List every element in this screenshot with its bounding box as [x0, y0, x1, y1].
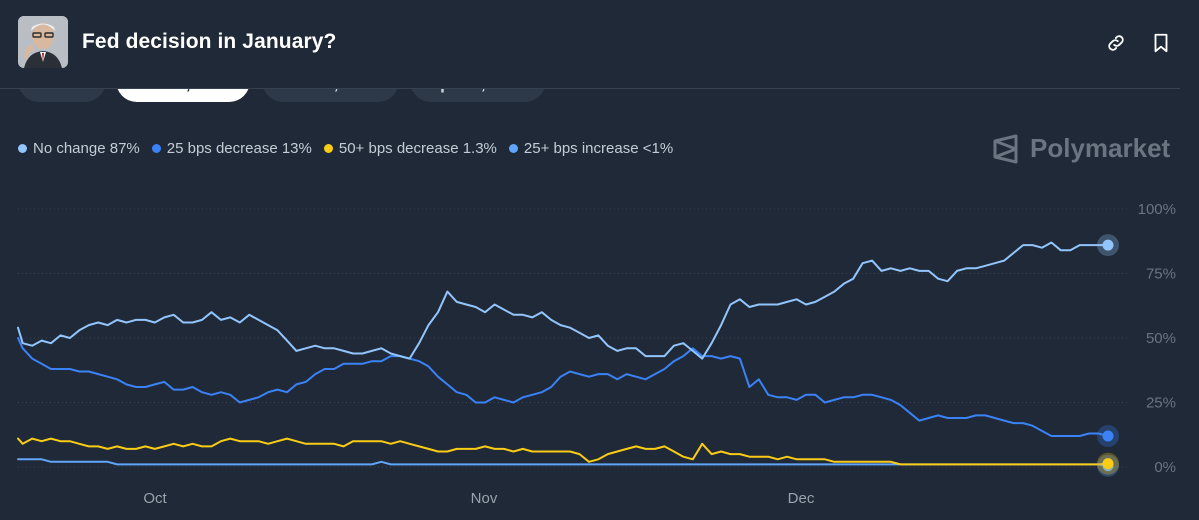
y-tick-label: 75% — [1146, 266, 1176, 283]
series-line-no-change — [17, 241, 1109, 360]
market-header: Fed decision in January? — [0, 0, 1199, 88]
x-tick-label: Dec — [788, 490, 815, 507]
link-icon — [1108, 35, 1124, 51]
brand-name: Polymarket — [1030, 133, 1171, 163]
polymarket-logo-icon — [993, 134, 1018, 163]
series-end-point — [1102, 430, 1114, 442]
chart-end-markers — [1097, 234, 1119, 477]
legend-dot — [151, 144, 161, 153]
copy-link-button[interactable] — [1103, 30, 1129, 56]
chart-legend: No change 87% 25 bps decrease 13% 50+ bp… — [18, 140, 673, 157]
polymarket-brand: Polymarket — [992, 133, 1170, 164]
bookmark-icon — [1154, 33, 1168, 53]
legend-item-25-bps-increase[interactable]: 25+ bps increase <1% — [508, 140, 674, 157]
y-tick-label: 0% — [1154, 459, 1176, 476]
x-tick-label: Oct — [143, 490, 167, 507]
x-tick-label: Nov — [471, 490, 498, 507]
x-axis-ticks: Oct Nov Dec — [143, 490, 815, 507]
legend-label: No change 87% — [33, 140, 140, 157]
legend-dot — [18, 144, 27, 153]
legend-item-25-bps-decrease[interactable]: 25 bps decrease 13% — [151, 140, 312, 157]
y-axis-ticks: 0% 25% 50% 75% 100% — [1138, 201, 1176, 476]
series-end-point — [1102, 239, 1114, 251]
legend-label: 25+ bps increase <1% — [523, 140, 674, 157]
market-title: Fed decision in January? — [82, 30, 337, 53]
chart-series — [17, 241, 1109, 467]
series-line-50-bps-decrease — [17, 437, 1109, 466]
legend-dot — [508, 144, 518, 153]
series-end-point — [1102, 458, 1114, 470]
probability-chart: 0% 25% 50% 75% 100% Oct Nov Dec — [17, 201, 1176, 507]
bookmark-button[interactable] — [1148, 30, 1174, 56]
market-avatar — [18, 16, 68, 68]
legend-label: 50+ bps decrease 1.3% — [338, 140, 497, 157]
legend-item-no-change[interactable]: No change 87% — [18, 140, 140, 157]
series-line-25-bps-decrease — [17, 337, 1109, 437]
y-tick-label: 100% — [1138, 201, 1176, 218]
person-portrait-icon — [18, 16, 68, 68]
chart-grid — [18, 208, 1130, 468]
y-tick-label: 25% — [1146, 395, 1176, 412]
y-tick-label: 50% — [1146, 330, 1176, 347]
legend-item-50-bps-decrease[interactable]: 50+ bps decrease 1.3% — [323, 140, 497, 157]
header-divider — [0, 88, 1180, 89]
legend-dot — [323, 144, 333, 153]
legend-label: 25 bps decrease 13% — [166, 140, 312, 157]
header-background — [0, 0, 1199, 88]
